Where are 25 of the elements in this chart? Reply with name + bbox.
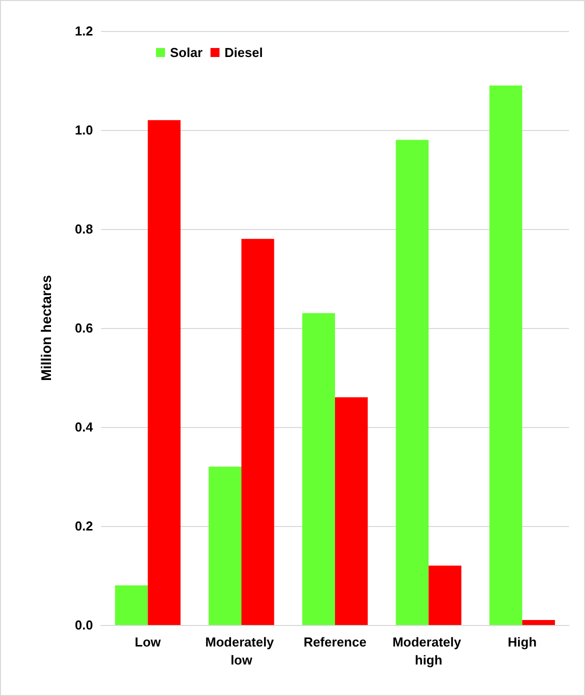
y-tick-label: 0.2 [74,518,93,534]
bar [241,238,274,625]
x-tick-label: Low [134,634,162,650]
bar [148,120,181,625]
y-tick-label: 1.0 [74,122,93,138]
x-tick-label: Moderately high [392,634,465,668]
y-tick-label: 0.8 [74,222,93,236]
legend-label: Solar [170,45,203,60]
y-tick-label: 0.4 [74,420,94,434]
bar [522,620,555,625]
y-axis-title: Million hectares [38,274,54,381]
y-tick-label: 0.6 [74,320,93,336]
x-tick-label: High [508,634,537,650]
bar [302,313,335,625]
bar [396,140,429,625]
bar [208,466,242,625]
bar [115,585,148,625]
legend-label: Diesel [224,45,263,60]
bar [335,397,368,625]
bar [428,566,462,625]
y-tick-label: 0.0 [74,618,93,632]
bar [489,85,522,625]
x-tick-label: Reference [304,634,366,650]
x-tick-label: Moderately low [205,634,278,668]
y-tick-label: 1.2 [74,24,93,38]
